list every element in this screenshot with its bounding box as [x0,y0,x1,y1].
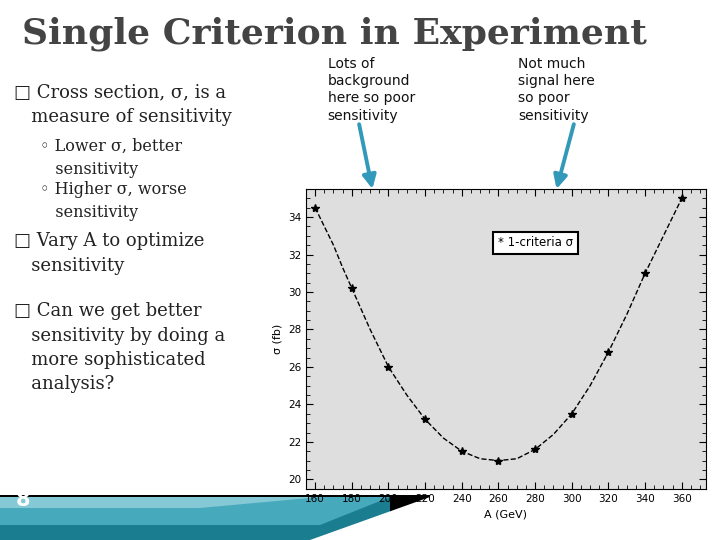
Text: Lots of
background
here so poor
sensitivity: Lots of background here so poor sensitiv… [328,57,415,123]
Text: Single Criterion in Experiment: Single Criterion in Experiment [22,16,647,51]
Text: ◦ Higher σ, worse
   sensitivity: ◦ Higher σ, worse sensitivity [40,181,186,221]
Text: □ Cross section, σ, is a
   measure of sensitivity: □ Cross section, σ, is a measure of sens… [14,84,232,126]
Y-axis label: σ (fb): σ (fb) [272,323,282,354]
Text: 8: 8 [16,490,30,510]
Text: Best balance
between signal and
background,
Best sensitivity: Best balance between signal and backgrou… [383,273,546,343]
Polygon shape [0,497,320,508]
Polygon shape [310,497,720,540]
Text: □ Can we get better
   sensitivity by doing a
   more sophisticated
   analysis?: □ Can we get better sensitivity by doing… [14,302,225,393]
Polygon shape [0,497,390,525]
Polygon shape [0,495,430,540]
Text: ◦ Lower σ, better
   sensitivity: ◦ Lower σ, better sensitivity [40,138,181,178]
X-axis label: A (GeV): A (GeV) [485,509,527,519]
Text: Not much
signal here
so poor
sensitivity: Not much signal here so poor sensitivity [518,57,595,123]
Text: * 1-criteria σ: * 1-criteria σ [498,237,573,249]
Polygon shape [0,497,390,540]
Text: □ Vary A to optimize
   sensitivity: □ Vary A to optimize sensitivity [14,232,204,274]
